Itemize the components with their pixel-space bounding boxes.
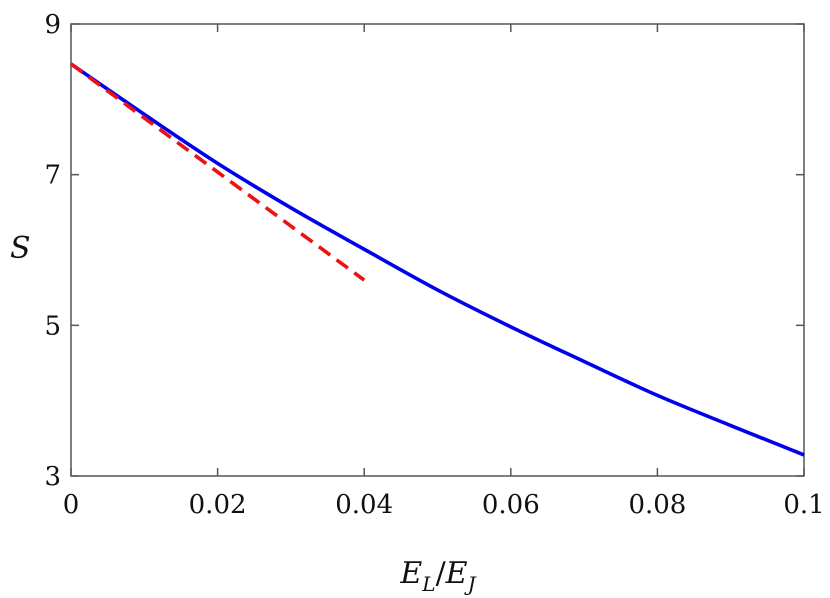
plot-frame [70, 23, 805, 477]
x-tick-label: 0.02 [189, 490, 247, 520]
x-tick-label: 0.04 [335, 490, 393, 520]
y-axis-label: S [10, 231, 31, 266]
series-line-solid [69, 62, 805, 457]
y-tick-label: 3 [44, 462, 61, 492]
x-tick-label: 0 [63, 490, 80, 520]
y-tick-label: 7 [44, 161, 61, 191]
series-layer [69, 62, 805, 457]
x-tick-label: 0.1 [783, 490, 824, 520]
x-tick-label: 0.06 [482, 490, 540, 520]
x-axis-label: EL/EJ [399, 556, 476, 596]
x-tick-label: 0.08 [628, 490, 686, 520]
axis-ticks [70, 23, 805, 477]
series-line-dashed [69, 62, 366, 282]
y-tick-label: 5 [44, 311, 61, 341]
y-tick-label: 9 [44, 10, 61, 40]
axis-tick-labels: 0 0.02 0.04 0.06 0.08 0.1 3 5 7 9 [44, 10, 824, 520]
